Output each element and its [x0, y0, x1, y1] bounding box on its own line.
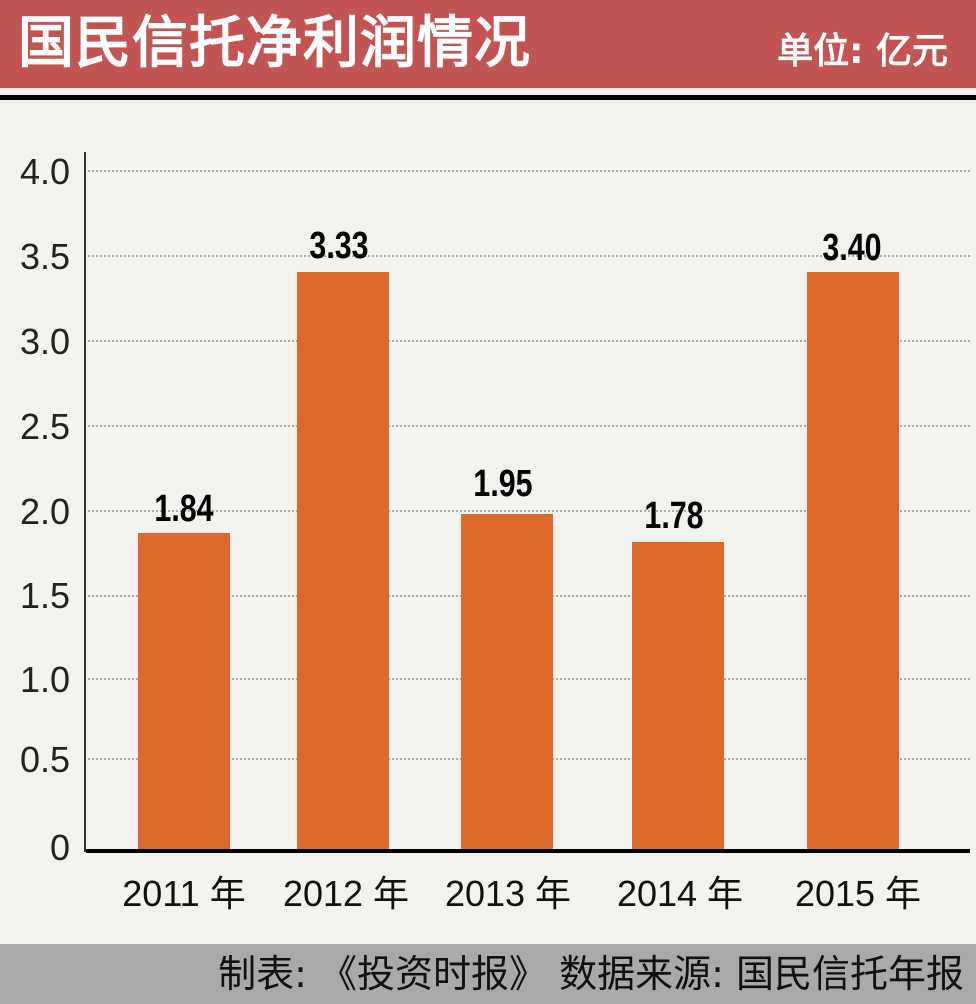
gridline	[88, 170, 970, 172]
y-tick-label: 3.0	[19, 321, 70, 362]
chart-header: 国民信托净利润情况 单位: 亿元	[0, 0, 976, 88]
value-label: 1.78	[644, 495, 704, 537]
header-rule	[0, 95, 976, 100]
y-tick-label: 2.0	[19, 491, 70, 532]
bar-2011	[138, 533, 230, 850]
x-tick-label: 2014 年	[616, 873, 744, 914]
source-text: 制表: 《投资时报》 数据来源: 国民信托年报	[218, 952, 964, 996]
x-tick-label: 2012 年	[282, 873, 410, 914]
x-tick-label: 2015 年	[794, 873, 922, 914]
bar-2015	[807, 272, 899, 850]
unit-label: 单位: 亿元	[777, 31, 948, 72]
y-tick-label: 1.5	[19, 575, 70, 616]
gridline	[88, 510, 970, 512]
y-tick-label: 0	[49, 827, 70, 868]
x-tick-label: 2013 年	[444, 873, 572, 914]
value-label: 1.84	[154, 488, 214, 530]
gridline	[88, 425, 970, 427]
y-tick-label: 0.5	[19, 739, 70, 780]
y-tick-label: 3.5	[19, 236, 70, 277]
x-tick-label: 2011 年	[122, 873, 246, 914]
gridline	[88, 255, 970, 257]
bar-2013	[461, 514, 553, 850]
value-label: 3.33	[309, 225, 369, 267]
bar-2012	[297, 272, 389, 850]
y-tick-label: 2.5	[19, 406, 70, 447]
y-tick-label: 1.0	[19, 659, 70, 700]
bar-2014	[632, 542, 724, 850]
gridline	[88, 340, 970, 342]
source-footer: 制表: 《投资时报》 数据来源: 国民信托年报	[0, 944, 976, 1004]
value-label: 3.40	[822, 227, 882, 269]
x-axis	[86, 849, 970, 853]
y-tick-label: 4.0	[19, 151, 70, 192]
value-label: 1.95	[473, 463, 533, 505]
chart-title: 国民信托净利润情况	[18, 11, 531, 76]
y-axis	[84, 152, 86, 852]
